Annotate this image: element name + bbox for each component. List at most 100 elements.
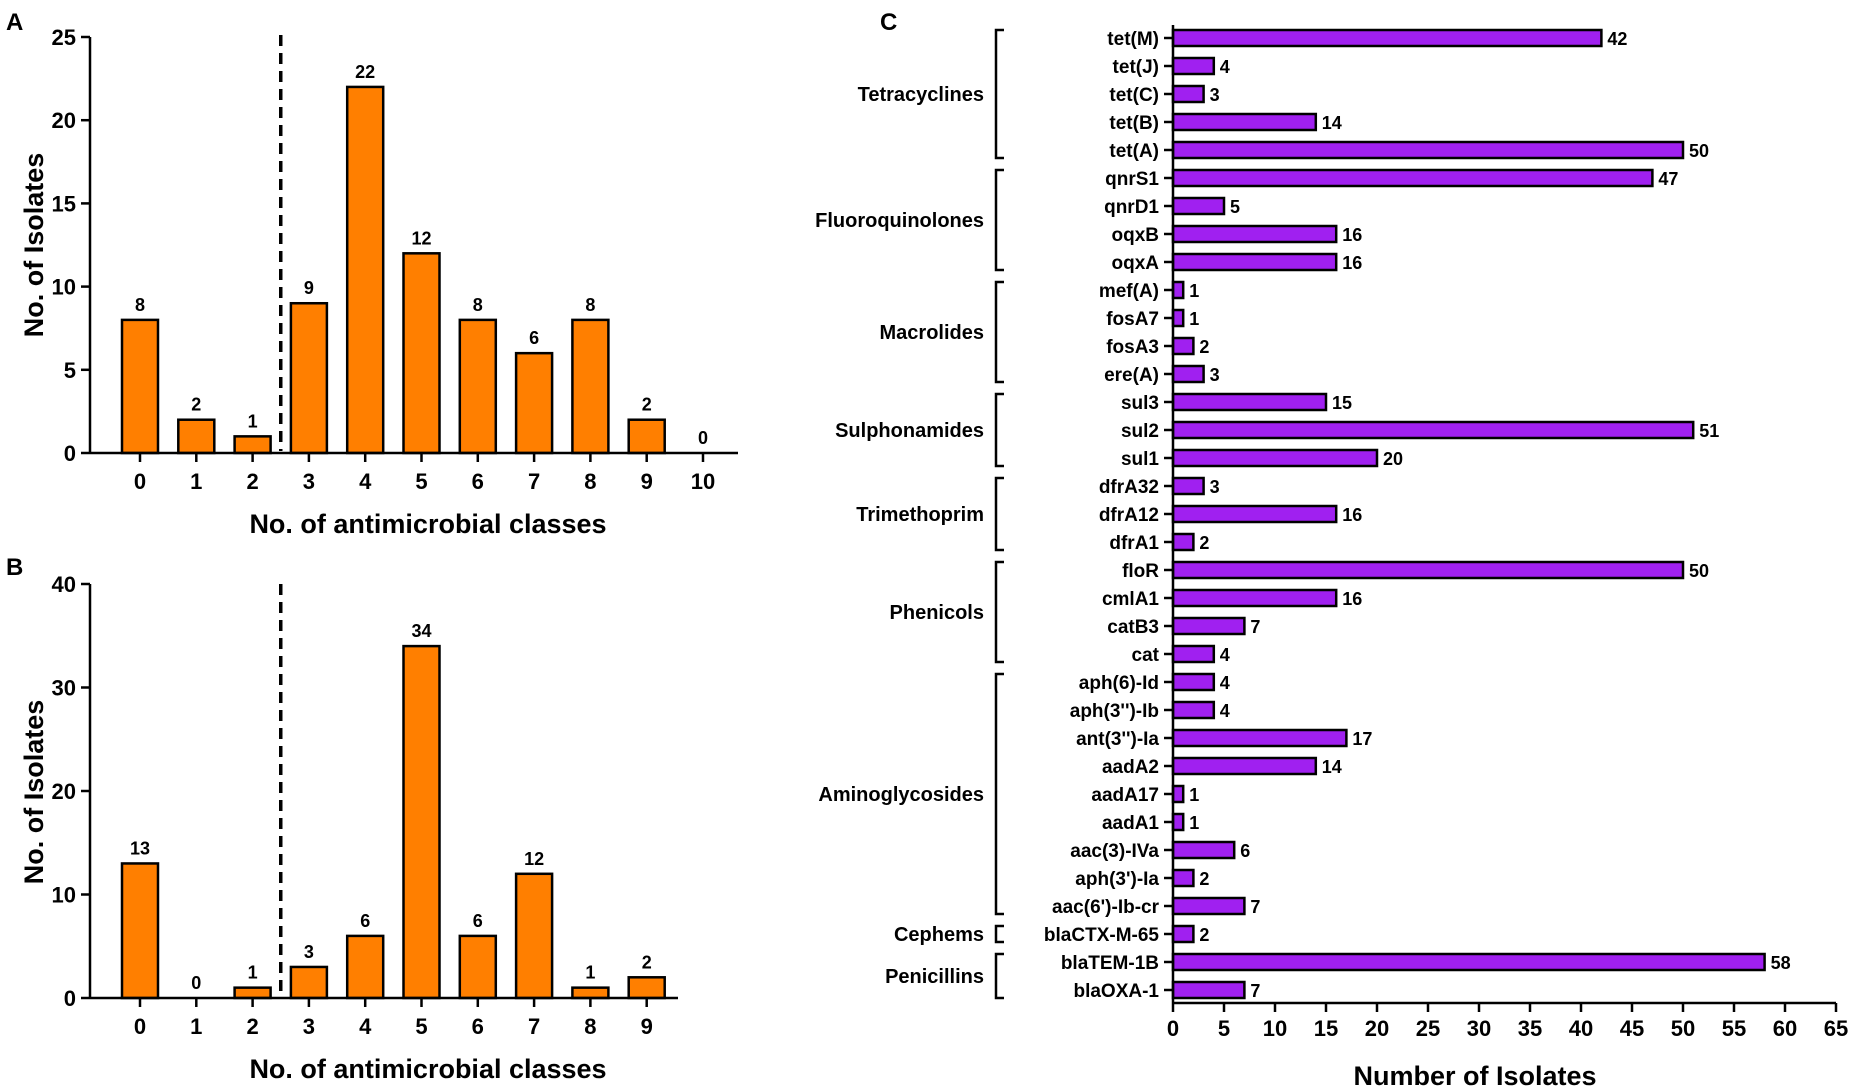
panel-a-bar-7 (514, 351, 554, 455)
panel-a-y-ticks: 0 5 10 15 20 25 (52, 25, 90, 466)
panel-c-data-label-oqxB: 16 (1342, 225, 1362, 245)
panel-c-data-label-ere(A): 3 (1210, 365, 1220, 385)
panel-c-class-label-macrolides: Macrolides (880, 322, 984, 344)
panel-b-data-label-6: 6 (473, 911, 483, 931)
panel-c-gene-label-aac(3)-IVa: aac(3)-IVa (1070, 841, 1159, 862)
panel-c-gene-label-cmlA1: cmlA1 (1102, 589, 1159, 610)
panel-c-class-label-aminoglycosides: Aminoglycosides (818, 784, 984, 806)
panel-c-bracket-macrolides (994, 280, 1004, 384)
panel-b-bar-6 (458, 934, 498, 1000)
panel-a-y-tick-label-15: 15 (52, 191, 76, 216)
panel-c-data-label-dfrA12: 16 (1342, 505, 1362, 525)
panel-a-bar-6 (458, 318, 498, 455)
panel-b-data-label-5: 34 (411, 621, 431, 641)
panel-a-y-tick-label-25: 25 (52, 25, 76, 50)
panel-c-data-label-ant(3'')-Ia: 17 (1352, 729, 1372, 749)
panel-b-x-axis-title: No. of antimicrobial classes (249, 1054, 606, 1084)
panel-a-x-tick-label-7: 7 (528, 469, 540, 494)
panel-c-bar-aac(3)-IVa (1171, 840, 1236, 860)
panel-c-gene-label-qnrS1: qnrS1 (1105, 169, 1159, 190)
panel-c-x-tick-label-0: 0 (1167, 1016, 1179, 1041)
panel-a-data-label-2: 1 (248, 411, 258, 431)
panel-c-bar-chart: Tetracyclines Fluoroquinolones Macrolides S… (815, 25, 1848, 1089)
panel-c-class-label-phenicols: Phenicols (890, 602, 984, 624)
panel-a-data-label-10: 0 (698, 428, 708, 448)
panel-b-bar-4 (345, 934, 385, 1000)
panel-c-bar-sul3 (1171, 392, 1328, 412)
panel-c-data-label-catB3: 7 (1250, 617, 1260, 637)
panel-c-gene-label-blaOXA-1: blaOXA-1 (1073, 981, 1159, 1002)
panel-c-bar-blaCTX-M-65 (1171, 924, 1195, 944)
panel-c-bar-dfrA32 (1171, 476, 1205, 496)
panel-c-gene-label-aadA17: aadA17 (1091, 785, 1159, 806)
panel-c-bar-sul1 (1171, 448, 1379, 468)
panel-c-bar-oqxB (1171, 224, 1338, 244)
panel-c-gene-label-aac(6')-Ib-cr: aac(6')-Ib-cr (1052, 897, 1160, 918)
panel-c-data-label-fosA7: 1 (1189, 309, 1199, 329)
panel-c-data-label-aph(6)-Id: 4 (1220, 673, 1230, 693)
panel-c-gene-label-aph(3')-Ia: aph(3')-Ia (1075, 869, 1159, 890)
panel-b-data-label-9: 2 (642, 952, 652, 972)
panel-c-bar-aph(3'')-Ib (1171, 700, 1216, 720)
panel-c-bar-blaTEM-1B (1171, 952, 1766, 972)
panel-c-data-label-sul3: 15 (1332, 393, 1352, 413)
panel-b-bar-9 (627, 976, 666, 1000)
panel-b-y-ticks: 0 10 20 30 40 (52, 572, 90, 1011)
panel-a-x-tick-label-4: 4 (359, 469, 372, 494)
panel-c-bar-aadA1 (1171, 812, 1185, 832)
panel-b-x-tick-label-6: 6 (472, 1014, 484, 1039)
panel-b-bar-5 (402, 644, 441, 1000)
panel-c-x-tick-label-65: 65 (1824, 1016, 1848, 1041)
panel-c-bracket-aminoglycosides (994, 672, 1004, 916)
panel-c-gene-label-tet(M): tet(M) (1107, 29, 1159, 50)
panel-c-gene-label-blaTEM-1B: blaTEM-1B (1061, 953, 1159, 974)
panel-b-x-tick-label-5: 5 (415, 1014, 427, 1039)
panel-c-gene-label-dfrA1: dfrA1 (1109, 533, 1159, 554)
panel-c-data-label-blaTEM-1B: 58 (1771, 953, 1791, 973)
panel-c-data-label-aph(3')-Ia: 2 (1199, 869, 1209, 889)
panel-c-gene-label-floR: floR (1122, 561, 1159, 582)
panel-c-gene-label-tet(A): tet(A) (1109, 141, 1159, 162)
panel-b-x-tick-label-4: 4 (359, 1014, 372, 1039)
panel-b-x-tick-label-9: 9 (641, 1014, 653, 1039)
panel-b-data-label-0: 13 (130, 838, 150, 858)
panel-c-class-label-penicillins: Penicillins (885, 966, 984, 988)
panel-a-y-tick-label-20: 20 (52, 108, 76, 133)
panel-c-x-tick-label-60: 60 (1773, 1016, 1797, 1041)
panel-a-bar-9 (627, 418, 666, 455)
panel-c-letter: C (880, 9, 897, 36)
panel-c-gene-label-ere(A): ere(A) (1104, 365, 1159, 386)
panel-c-gene-label-catB3: catB3 (1107, 617, 1159, 638)
panel-b-y-tick-label-0: 0 (64, 986, 76, 1011)
panel-c-gene-label-aph(6)-Id: aph(6)-Id (1079, 673, 1159, 694)
panel-a-data-label-9: 2 (642, 395, 652, 415)
panel-a-x-tick-label-6: 6 (472, 469, 484, 494)
panel-c-bar-fosA7 (1171, 308, 1185, 328)
panel-c-gene-label-sul1: sul1 (1121, 449, 1159, 470)
panel-c-bar-cmlA1 (1171, 588, 1338, 608)
panel-a-y-tick-label-5: 5 (64, 358, 76, 383)
panel-c-data-label-aadA1: 1 (1189, 813, 1199, 833)
panel-c-bar-aadA2 (1171, 756, 1318, 776)
panel-a-y-tick-label-0: 0 (64, 441, 76, 466)
panel-a-y-axis-title: No. of Isolates (19, 153, 49, 338)
panel-a-x-tick-label-1: 1 (190, 469, 202, 494)
panel-a-data-label-3: 9 (304, 278, 314, 298)
panel-c-data-label-mef(A): 1 (1189, 281, 1199, 301)
panel-b-x-tick-label-3: 3 (303, 1014, 315, 1039)
panel-b-x-tick-label-7: 7 (528, 1014, 540, 1039)
panel-a-data-label-4: 22 (355, 62, 375, 82)
panel-c-data-label-aac(6')-Ib-cr: 7 (1250, 897, 1260, 917)
panel-c-class-label-sulphonamides: Sulphonamides (835, 420, 984, 442)
panel-a-x-tick-label-10: 10 (691, 469, 715, 494)
panel-c-data-label-dfrA32: 3 (1210, 477, 1220, 497)
panel-c-gene-label-tet(J): tet(J) (1113, 57, 1159, 78)
panel-c-x-tick-label-55: 55 (1722, 1016, 1746, 1041)
panel-c-gene-label-dfrA12: dfrA12 (1099, 505, 1159, 526)
panel-a-bar-2 (233, 435, 272, 455)
panel-b-bar-0 (120, 862, 160, 1000)
panel-a-marks: 8 2 1 9 22 12 8 6 8 2 0 (120, 35, 708, 455)
panel-c-gene-label-fosA7: fosA7 (1106, 309, 1159, 330)
